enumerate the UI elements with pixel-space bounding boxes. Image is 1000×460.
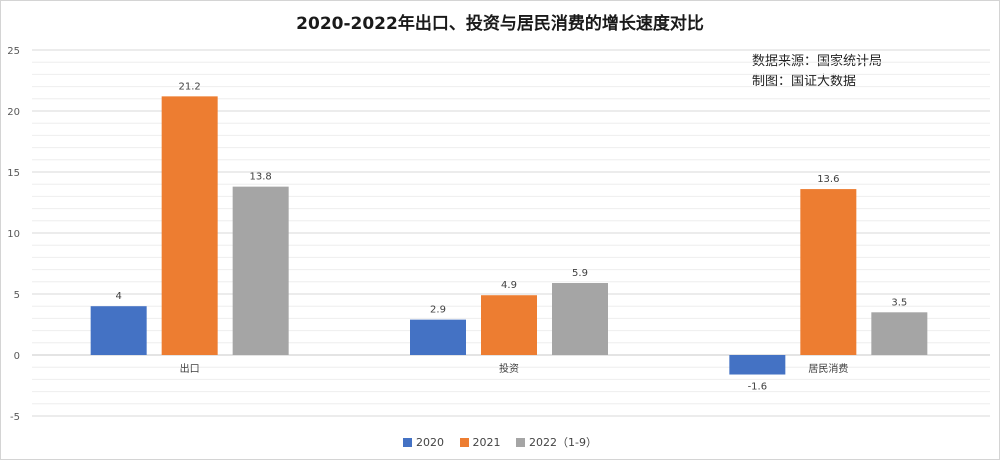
x-category-label: 投资 [499,362,519,375]
y-tick-label: 5 [14,290,20,301]
bar [729,355,786,375]
legend-label: 2020 [416,436,445,449]
source-line: 数据来源：国家统计局 [752,54,883,69]
bar [800,189,857,355]
x-category-label: 居民消费 [808,362,848,375]
data-label: 4 [115,291,121,302]
data-label: 2.9 [430,305,446,316]
bar [161,96,218,356]
source-note: 数据来源：国家统计局 制图：国证大数据 [752,52,882,92]
legend-swatch [516,438,526,447]
credit-line: 制图：国证大数据 [752,74,857,89]
data-label: 13.8 [250,172,272,183]
data-label: 4.9 [501,280,517,291]
legend-swatch [459,438,469,447]
y-tick-label: 0 [14,351,20,362]
legend-swatch [403,438,413,447]
data-label: -1.6 [748,382,768,393]
y-tick-label: 10 [7,229,20,240]
chart-title: 2020-2022年出口、投资与居民消费的增长速度对比 [296,14,704,34]
legend-item-2022: 2022（1-9） [516,434,597,450]
legend: 2020 2021 2022（1-9） [0,434,1000,450]
y-tick-label: 20 [7,107,20,118]
bar [552,283,608,355]
data-label: 5.9 [572,268,588,279]
legend-item-2021: 2021 [459,436,501,449]
bar [90,306,147,355]
legend-label: 2022（1-9） [529,436,597,449]
y-tick-label: 15 [7,168,20,179]
bar [481,295,537,355]
y-tick-label: -5 [10,412,20,423]
legend-label: 2021 [472,436,501,449]
bar [871,312,928,355]
data-label: 21.2 [179,81,201,92]
legend-item-2020: 2020 [403,436,444,449]
bar [410,319,466,355]
data-label: 13.6 [817,174,839,185]
data-label: 3.5 [891,297,907,308]
y-tick-label: 25 [7,46,20,57]
x-category-label: 出口 [180,362,200,375]
bar [232,186,289,355]
